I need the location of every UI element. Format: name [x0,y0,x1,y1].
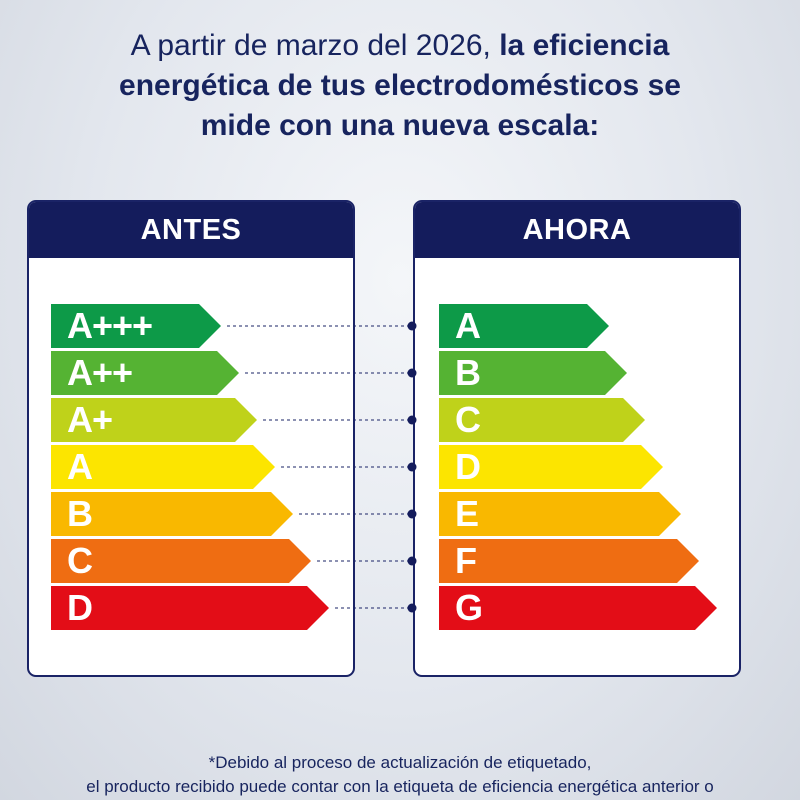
headline-line-2: energética de tus electrodomésticos se [119,69,681,102]
after-class-3: C [439,398,645,442]
connector-dot-6 [407,556,417,566]
after-class-1: A [439,304,609,348]
headline-line-3: mide con una nueva escala: [200,109,600,142]
before-class-5: B [51,492,293,536]
connector-dot-4 [407,462,417,472]
footnote-line-2: el producto recibido puede contar con la… [86,777,714,796]
headline-line-1: A partir de marzo del 2026, la eficienci… [0,26,800,66]
before-class-7: D [51,586,329,630]
footnote-line-1: *Debido al proceso de actualización de e… [208,753,592,772]
before-class-4: A [51,445,275,489]
connector-dot-5 [407,509,417,519]
connector-dot-3 [407,415,417,425]
headline-regular: A partir de marzo del 2026, [130,29,500,62]
headline: A partir de marzo del 2026, la eficienci… [0,26,800,146]
connector-dot-2 [407,368,417,378]
after-class-4: D [439,445,663,489]
after-class-6: F [439,539,699,583]
after-class-5: E [439,492,681,536]
before-panel-title: ANTES [29,202,353,258]
after-class-2: B [439,351,627,395]
before-class-3: A+ [51,398,257,442]
after-panel-title: AHORA [415,202,739,258]
connector-dot-7 [407,603,417,613]
before-class-1: A+++ [51,304,221,348]
connector-dot-1 [407,321,417,331]
before-class-6: C [51,539,311,583]
headline-bold: la eficiencia [499,29,670,62]
before-class-2: A++ [51,351,239,395]
after-class-7: G [439,586,717,630]
